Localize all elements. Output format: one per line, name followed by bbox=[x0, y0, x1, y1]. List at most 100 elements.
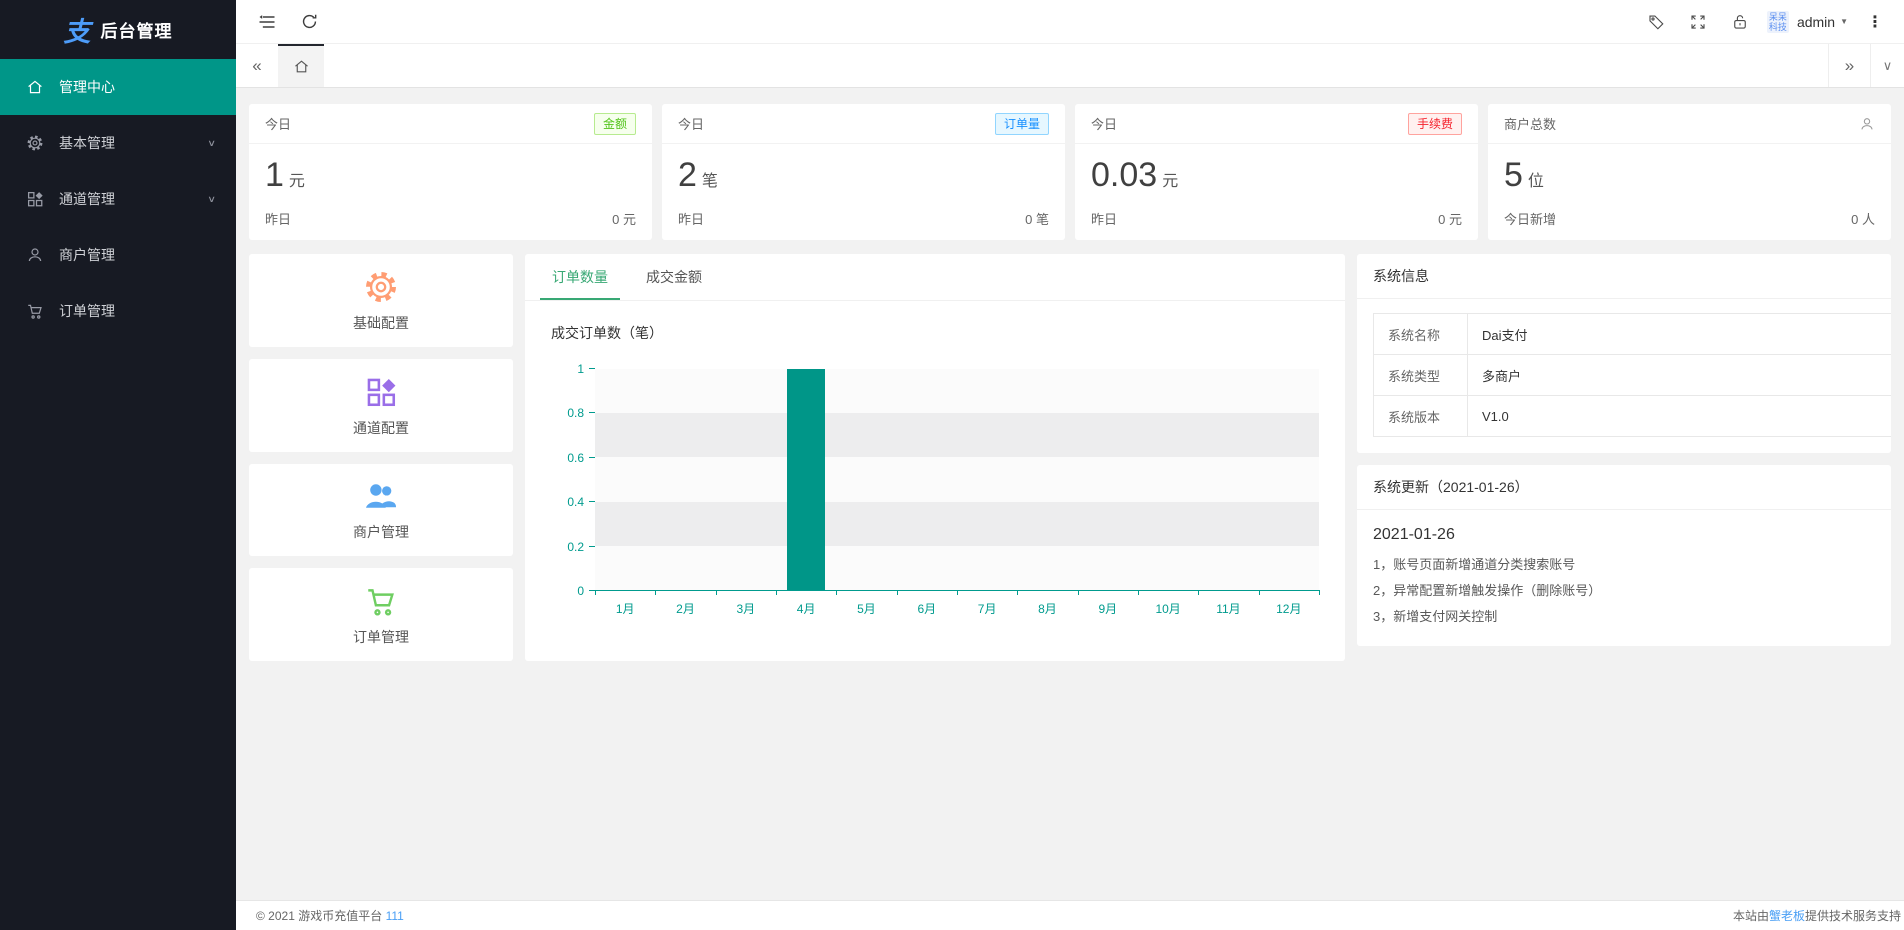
stat-period-label: 今日 bbox=[1091, 117, 1118, 132]
support-suffix: 提供技术服务支持 bbox=[1804, 909, 1901, 923]
more-vertical-icon[interactable]: ⋮ bbox=[1867, 13, 1883, 31]
table-row: 系统版本 V1.0 bbox=[1373, 395, 1891, 437]
sidebar-item-order-mgmt[interactable]: 订单管理 bbox=[0, 283, 236, 339]
chart-title: 成交订单数（笔） bbox=[551, 325, 663, 341]
sidebar-item-label: 管理中心 bbox=[59, 79, 115, 95]
x-tick-label: 5月 bbox=[857, 602, 876, 616]
sidebar-item-label: 商户管理 bbox=[59, 247, 115, 263]
stat-footer-label: 昨日 bbox=[678, 212, 705, 227]
tab-home[interactable] bbox=[278, 44, 324, 87]
avatar: 呆呆科技 bbox=[1766, 10, 1789, 33]
stat-unit: 元 bbox=[1162, 173, 1179, 190]
tab-order-count[interactable]: 订单数量 bbox=[540, 254, 620, 300]
chart-tabs: 订单数量 成交金额 bbox=[525, 254, 1345, 301]
x-tick-label: 11月 bbox=[1216, 602, 1241, 616]
info-label: 系统名称 bbox=[1373, 313, 1468, 355]
chart-y-axis: 0 0.2 0.4 0.6 0.8 1 bbox=[551, 362, 595, 598]
tabbar-spacer bbox=[324, 44, 1828, 87]
stat-footer-value: 0 笔 bbox=[1025, 212, 1049, 227]
stat-footer-label: 昨日 bbox=[1091, 212, 1118, 227]
sidebar-item-channel-mgmt[interactable]: 通道管理 ∨ bbox=[0, 171, 236, 227]
tab-bar: « » ∨ bbox=[236, 44, 1904, 88]
x-tick-label: 6月 bbox=[917, 602, 937, 616]
table-row: 系统名称 Dai支付 bbox=[1373, 313, 1891, 355]
order-count-badge: 订单量 bbox=[994, 112, 1049, 135]
tabs-scroll-left-icon[interactable]: « bbox=[252, 55, 262, 75]
sidebar-item-basic-mgmt[interactable]: 基本管理 ∨ bbox=[0, 115, 236, 171]
chart-bar-4月 bbox=[787, 369, 826, 590]
collapse-sidebar-icon[interactable] bbox=[246, 0, 288, 44]
app-logo: 支 后台管理 bbox=[0, 0, 236, 59]
fee-badge: 手续费 bbox=[1407, 112, 1462, 135]
x-tick-label: 10月 bbox=[1155, 602, 1181, 616]
panel-title: 系统更新（2021-01-26） bbox=[1357, 465, 1891, 510]
quick-action-channel-config[interactable]: 通道配置 bbox=[249, 358, 513, 452]
quick-action-label: 基础配置 bbox=[353, 314, 409, 331]
info-label: 系统类型 bbox=[1373, 354, 1468, 396]
quick-action-label: 通道配置 bbox=[353, 419, 409, 436]
stat-value: 0.03 bbox=[1091, 156, 1158, 194]
x-tick-label: 3月 bbox=[736, 602, 756, 616]
user-icon bbox=[1859, 116, 1875, 132]
list-item: 3，新增支付网关控制 bbox=[1373, 609, 1498, 624]
quick-action-label: 商户管理 bbox=[353, 524, 409, 541]
stat-unit: 元 bbox=[288, 173, 305, 190]
stat-period-label: 今日 bbox=[265, 117, 292, 132]
tag-icon[interactable] bbox=[1635, 0, 1677, 44]
chart-plot bbox=[595, 369, 1320, 595]
system-info-panel: 系统信息 系统名称 Dai支付 系统类型 多商户 bbox=[1357, 254, 1891, 453]
x-tick-label: 1月 bbox=[615, 602, 635, 616]
quick-action-order-mgmt[interactable]: 订单管理 bbox=[249, 568, 513, 661]
app-title: 后台管理 bbox=[100, 22, 173, 41]
stat-footer-value: 0 元 bbox=[612, 212, 636, 227]
support-link[interactable]: 蟹老板 bbox=[1768, 909, 1805, 923]
grid-icon bbox=[364, 373, 398, 411]
user-icon bbox=[26, 246, 44, 264]
header-right-actions: 呆呆科技 admin ▼ ⋮ bbox=[1635, 0, 1896, 44]
sidebar-item-dashboard[interactable]: 管理中心 bbox=[0, 59, 236, 115]
info-value: Dai支付 bbox=[1467, 313, 1891, 355]
sidebar-item-label: 通道管理 bbox=[59, 191, 115, 207]
quick-action-basic-config[interactable]: 基础配置 bbox=[249, 254, 513, 347]
username-label: admin bbox=[1796, 13, 1836, 30]
lock-icon[interactable] bbox=[1719, 0, 1761, 44]
cart-icon bbox=[364, 582, 398, 620]
chart-x-axis: 1月 2月 3月 4月 5月 6月 7月 8月 9月 10月 11月 12月 bbox=[595, 600, 1319, 617]
info-value: V1.0 bbox=[1467, 395, 1891, 437]
cart-icon bbox=[26, 302, 44, 320]
tabs-scroll-right-icon[interactable]: » bbox=[1828, 44, 1870, 87]
page-footer: © 2021 游戏币充值平台 111 本站由蟹老板提供技术服务支持 bbox=[236, 900, 1904, 930]
stat-footer-value: 0 人 bbox=[1851, 212, 1875, 227]
amount-badge: 金额 bbox=[593, 112, 636, 135]
update-date: 2021-01-26 bbox=[1373, 526, 1455, 543]
tabs-dropdown-icon[interactable]: ∨ bbox=[1870, 44, 1904, 87]
stat-unit: 位 bbox=[1527, 173, 1544, 190]
sidebar-item-merchant-mgmt[interactable]: 商户管理 bbox=[0, 227, 236, 283]
quick-action-merchant-mgmt[interactable]: 商户管理 bbox=[249, 463, 513, 557]
fullscreen-icon[interactable] bbox=[1677, 0, 1719, 44]
table-row: 系统类型 多商户 bbox=[1373, 354, 1891, 396]
stat-footer-value: 0 元 bbox=[1438, 212, 1462, 227]
stat-footer-label: 昨日 bbox=[265, 212, 292, 227]
panel-title: 系统信息 bbox=[1357, 254, 1891, 299]
stat-card-fees: 今日 手续费 0.03 元 昨日 0 元 bbox=[1075, 104, 1478, 240]
chart: 0 0.2 0.4 0.6 0.8 1 bbox=[551, 362, 1320, 598]
chevron-down-icon: ∨ bbox=[207, 193, 216, 205]
x-tick-label: 4月 bbox=[796, 602, 816, 616]
home-icon bbox=[26, 78, 44, 96]
x-tick-label: 8月 bbox=[1038, 602, 1057, 616]
info-label: 系统版本 bbox=[1373, 395, 1468, 437]
footer-link-111[interactable]: 111 bbox=[385, 909, 404, 923]
tab-transaction-amount[interactable]: 成交金额 bbox=[646, 269, 702, 285]
logo-glyph-icon: 支 bbox=[63, 17, 91, 48]
refresh-icon[interactable] bbox=[288, 0, 330, 44]
copyright-text: © 2021 游戏币充值平台 bbox=[256, 909, 383, 923]
stat-period-label: 今日 bbox=[678, 117, 705, 132]
gear-icon bbox=[363, 268, 399, 306]
copyright: © 2021 游戏币充值平台 111 bbox=[256, 907, 404, 924]
user-menu[interactable]: 呆呆科技 admin ▼ bbox=[1761, 0, 1854, 44]
